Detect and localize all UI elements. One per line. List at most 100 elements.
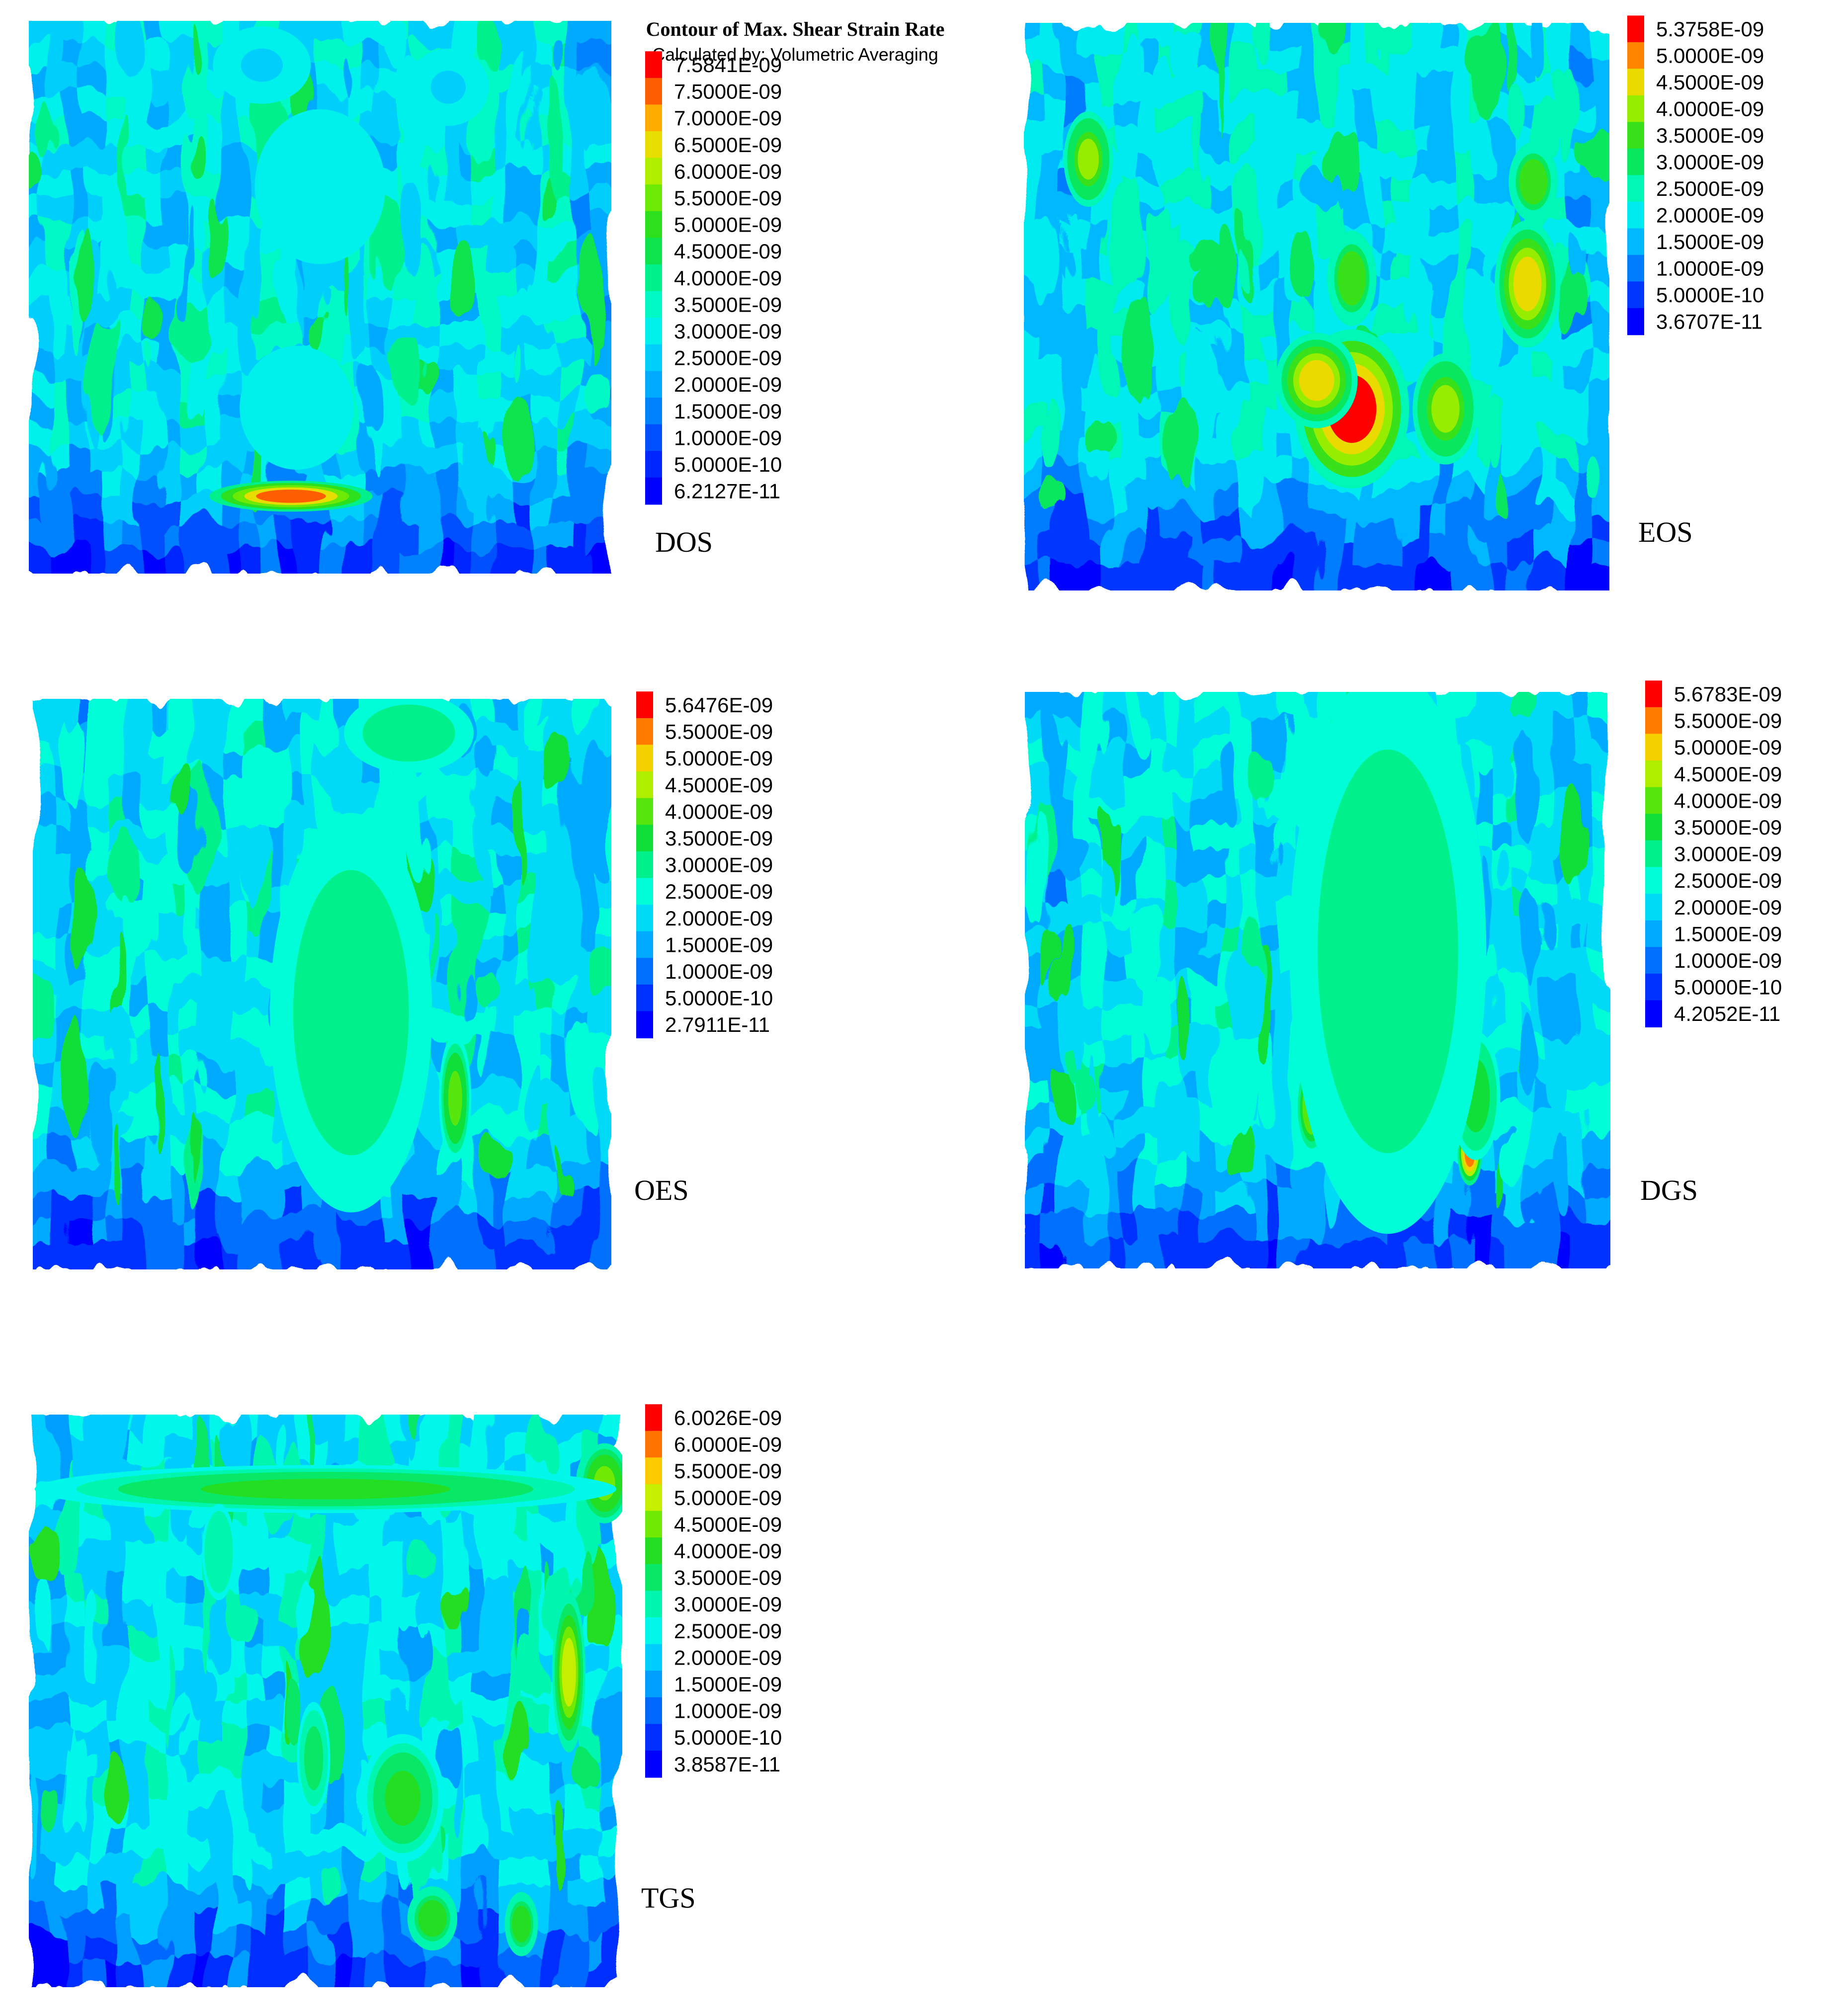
contour-cell <box>590 447 611 474</box>
contour-hotspot <box>552 1592 586 1753</box>
contour-blob <box>523 1068 541 1133</box>
contour-cell <box>67 21 88 47</box>
contour-cell <box>51 827 73 856</box>
contour-cell <box>1082 953 1104 981</box>
contour-cell <box>1276 486 1298 514</box>
contour-cell <box>1102 743 1124 772</box>
contour-cell <box>87 1517 109 1546</box>
legend-swatch <box>636 931 653 959</box>
contour-cell <box>1025 1188 1046 1217</box>
contour-cell <box>455 321 477 348</box>
contour-cell <box>423 1517 445 1546</box>
contour-cell <box>463 1882 485 1910</box>
contour-cell <box>532 472 554 500</box>
contour-cell <box>202 447 224 474</box>
contour-cell <box>33 853 53 882</box>
contour-cell <box>344 1621 366 1650</box>
legend-level-label: 5.5000E-09 <box>665 720 773 744</box>
contour-cell <box>495 1216 516 1245</box>
contour-cell <box>47 145 69 173</box>
legend: 5.3758E-095.0000E-094.5000E-094.0000E-09… <box>1627 15 1764 336</box>
contour-cell <box>285 1517 307 1546</box>
contour-cell <box>552 983 574 1011</box>
contour-cell <box>532 447 554 474</box>
contour-cell <box>1102 1163 1124 1191</box>
legend-swatch <box>645 1484 662 1512</box>
legend-level-label: 5.5000E-09 <box>674 186 782 210</box>
contour-cell <box>226 1674 248 1702</box>
contour-cell <box>222 346 244 374</box>
contour-cell <box>105 271 127 298</box>
contour-cell <box>1024 151 1045 179</box>
contour-cell <box>463 1570 485 1598</box>
contour-hotspot <box>1289 692 1487 1234</box>
contour-blob <box>475 973 500 1005</box>
contour-cell <box>89 1035 111 1063</box>
legend: 7.5841E-097.5000E-097.0000E-096.5000E-09… <box>645 51 782 505</box>
contour-cell <box>166 1543 188 1572</box>
contour-cell <box>1218 512 1240 540</box>
legend-level-label: 6.5000E-09 <box>674 133 782 157</box>
contour-cell <box>205 931 227 959</box>
contour-cell <box>1590 1188 1610 1217</box>
contour-cell <box>455 522 477 550</box>
contour-cell <box>1472 306 1494 334</box>
contour-cell <box>1531 848 1553 877</box>
contour-cell <box>601 1908 622 1936</box>
contour-blob <box>1238 247 1249 288</box>
contour-cell <box>552 827 574 856</box>
contour-cell <box>202 371 224 399</box>
contour-cell <box>552 296 574 324</box>
contour-cell <box>1238 822 1260 850</box>
contour-cell <box>29 547 50 574</box>
contour-cell <box>1141 1241 1163 1268</box>
contour-cell <box>128 1087 150 1115</box>
contour-cell <box>1277 1215 1299 1244</box>
contour-cell <box>1316 564 1338 590</box>
contour-cell <box>33 1087 53 1115</box>
contour-level <box>256 490 326 503</box>
contour-cell <box>1530 73 1552 101</box>
contour-cell <box>1063 1188 1085 1217</box>
contour-cell <box>344 1648 366 1676</box>
contour-cell <box>463 1648 485 1676</box>
contour-cell <box>109 724 130 752</box>
contour-cell <box>89 1165 111 1193</box>
contour-cell <box>455 371 477 399</box>
contour-cell <box>125 447 147 474</box>
contour-cell <box>532 497 554 524</box>
contour-cell <box>128 1061 150 1089</box>
legend-level-label: 5.6783E-09 <box>1674 682 1782 706</box>
contour-cell <box>125 472 147 500</box>
contour-cell <box>146 1934 168 1962</box>
contour-cell <box>164 447 185 474</box>
contour-cell <box>1101 512 1123 540</box>
contour-blob <box>572 1746 599 1781</box>
contour-cell <box>1082 1215 1104 1244</box>
contour-cell <box>183 120 205 148</box>
contour-blob <box>317 1873 340 1909</box>
contour-cell <box>1025 1084 1046 1112</box>
contour-cell <box>1218 99 1240 127</box>
contour-cell <box>127 1804 149 1832</box>
legend-swatch <box>1645 973 1662 1001</box>
contour-cell <box>1432 280 1454 308</box>
contour-level <box>385 1770 420 1826</box>
contour-cell <box>552 931 574 959</box>
contour-cell <box>29 321 50 348</box>
contour-cell <box>86 447 108 474</box>
contour-cell <box>1569 202 1591 231</box>
contour-cell <box>384 1882 406 1910</box>
contour-cell <box>571 547 593 574</box>
contour-cell <box>67 70 88 97</box>
contour-cell <box>1492 822 1514 850</box>
contour-cell <box>128 983 150 1011</box>
contour-cell <box>1140 409 1162 437</box>
contour-cell <box>513 195 535 223</box>
contour-cell <box>125 70 147 97</box>
contour-cell <box>514 957 535 985</box>
contour-cell <box>1297 1188 1319 1217</box>
contour-blob <box>123 112 135 213</box>
contour-cell <box>552 1112 574 1141</box>
contour-cell <box>377 421 399 449</box>
